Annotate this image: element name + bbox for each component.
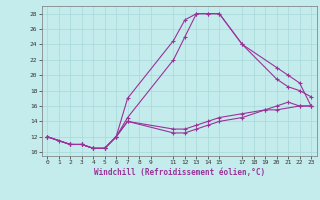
X-axis label: Windchill (Refroidissement éolien,°C): Windchill (Refroidissement éolien,°C) — [94, 168, 265, 177]
